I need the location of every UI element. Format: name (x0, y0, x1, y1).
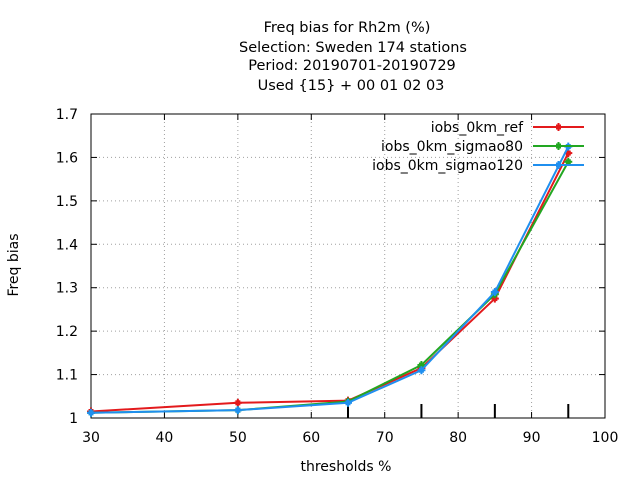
x-tick-label: 50 (229, 430, 247, 446)
legend-marker (556, 124, 561, 130)
x-tick-label: 70 (376, 430, 394, 446)
legend-label: iobs_0km_ref (431, 120, 524, 136)
title-line-3: Period: 20190701-20190729 (248, 58, 456, 74)
data-point (492, 296, 498, 302)
x-tick-label: 100 (592, 430, 619, 446)
grid-lines (91, 114, 605, 418)
x-tick-label: 30 (82, 430, 100, 446)
data-point (418, 367, 424, 373)
legend-marker (556, 162, 561, 168)
plot-frame (90, 113, 606, 419)
y-tick-label: 1.2 (56, 324, 78, 340)
data-point (492, 289, 498, 295)
x-tick-label: 40 (156, 430, 174, 446)
x-tick-label: 90 (523, 430, 541, 446)
legend-label: iobs_0km_sigmao120 (372, 158, 523, 174)
data-point (565, 159, 571, 165)
title-line-4: Used {15} + 00 01 02 03 (258, 78, 445, 94)
series-line (90, 146, 570, 414)
x-axis-label: thresholds % (301, 459, 392, 475)
y-tick-label: 1.7 (56, 107, 78, 123)
y-tick-label: 1.5 (56, 194, 78, 210)
y-tick-label: 1.1 (56, 368, 78, 384)
series-iobs_0km_sigmao120 (87, 142, 573, 417)
data-point (88, 410, 94, 416)
plot-border (90, 113, 606, 419)
data-point (345, 400, 351, 406)
y-tick-label: 1 (69, 411, 78, 427)
axis-ticks: 30 40 50 60 70 80 90 100 1 1.1 1.2 1.3 1.4 1.5 1.6 1.7 (56, 107, 619, 446)
data-point (418, 362, 424, 368)
x-tick-label: 60 (302, 430, 320, 446)
title-line-2: Selection: Sweden 174 stations (239, 40, 467, 56)
y-tick-label: 1.3 (56, 281, 78, 297)
y-tick-label: 1.4 (56, 237, 78, 253)
x-tick-label: 80 (449, 430, 467, 446)
data-point (235, 400, 241, 406)
y-axis-label: Freq bias (6, 233, 22, 296)
data-series (87, 142, 573, 417)
series-line (90, 152, 570, 413)
data-point (565, 150, 571, 156)
chart-title: Freq bias for Rh2m (%) Selection: Sweden… (239, 20, 467, 94)
legend-label: iobs_0km_sigmao80 (381, 139, 523, 155)
y-tick-label: 1.6 (56, 150, 78, 166)
data-point (235, 407, 241, 413)
title-line-1: Freq bias for Rh2m (%) (264, 20, 431, 36)
legend: iobs_0km_ref iobs_0km_sigmao80 iobs_0km_si… (372, 120, 584, 174)
legend-marker (556, 143, 561, 149)
